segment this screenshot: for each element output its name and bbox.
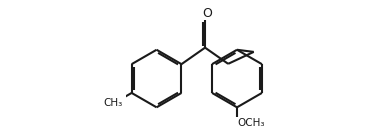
Text: O: O — [202, 7, 212, 20]
Text: OCH₃: OCH₃ — [238, 118, 265, 128]
Text: CH₃: CH₃ — [103, 98, 123, 108]
